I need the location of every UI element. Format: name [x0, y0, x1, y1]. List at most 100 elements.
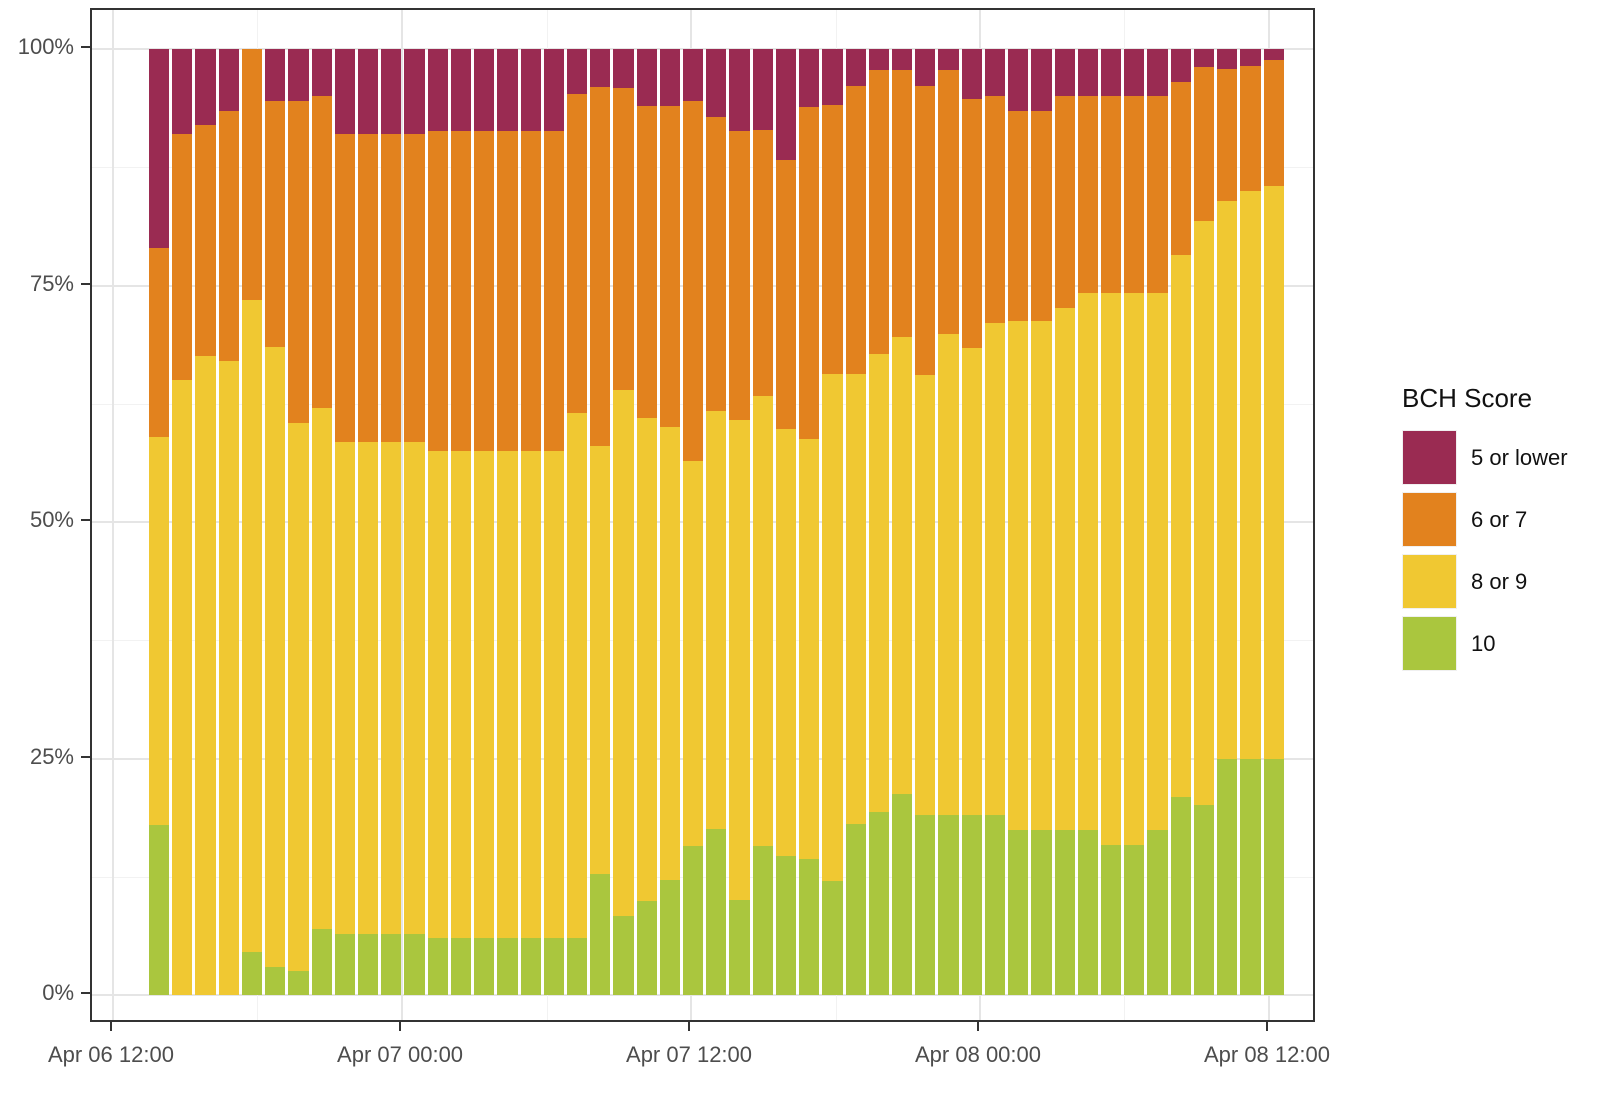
bar-segment-6-or-7 [775, 159, 797, 430]
x-tick-mark [399, 1022, 402, 1031]
bar-segment-10 [334, 933, 355, 995]
bar-segment-8-or-9 [1100, 293, 1122, 845]
bar-segment-8-or-9 [636, 417, 657, 902]
bar [195, 49, 216, 995]
bar-segment-10 [543, 938, 564, 995]
x-tick-mark [977, 1022, 979, 1031]
y-tick-label: 75% [29, 270, 74, 296]
bar-segment-5-or-lower [799, 49, 820, 107]
bar [149, 49, 170, 995]
bar-segment-8-or-9 [1031, 321, 1052, 831]
bar-segment-5-or-lower [543, 49, 564, 132]
bar-segment-10 [799, 858, 820, 995]
bar-segment-5-or-lower [775, 49, 797, 160]
bar-segment-6-or-7 [1217, 68, 1238, 202]
bar [706, 49, 727, 995]
bar [241, 49, 263, 995]
bar-segment-10 [961, 815, 982, 995]
bar [613, 49, 634, 995]
bar-segment-6-or-7 [892, 69, 913, 337]
bar-segment-10 [845, 823, 866, 995]
y-tick-label: 100% [17, 34, 74, 59]
bar-segment-6-or-7 [590, 86, 611, 447]
bar-segment-8-or-9 [938, 333, 959, 816]
bar-segment-5-or-lower [1193, 49, 1215, 67]
bar-segment-6-or-7 [683, 101, 704, 461]
bar-segment-10 [822, 880, 843, 995]
bar-segment-5-or-lower [474, 49, 495, 132]
bar-segment-10 [683, 846, 704, 995]
bar-segment-5-or-lower [218, 49, 239, 111]
bar-segment-5-or-lower [1170, 49, 1191, 83]
bar-segment-8-or-9 [729, 419, 750, 901]
x-tick-mark [1265, 1022, 1268, 1031]
legend-swatch-10 [1402, 616, 1457, 671]
bar-segment-5-or-lower [172, 49, 193, 135]
bar [590, 49, 611, 995]
bar-segment-5-or-lower [357, 49, 379, 135]
bar-segment-8-or-9 [357, 441, 379, 934]
bar-segment-5-or-lower [381, 49, 402, 135]
bar [172, 49, 193, 995]
bar [218, 49, 239, 995]
bar-segment-6-or-7 [915, 85, 936, 376]
bar-segment-8-or-9 [868, 353, 889, 813]
legend-label: 8 or 9 [1471, 568, 1528, 594]
bar [357, 49, 379, 995]
bar-segment-6-or-7 [543, 131, 564, 452]
bar-segment-6-or-7 [961, 99, 982, 348]
bar-segment-5-or-lower [497, 49, 518, 132]
bar-segment-8-or-9 [799, 438, 820, 859]
bar-segment-6-or-7 [729, 131, 750, 420]
gridline-vertical-major [401, 10, 404, 1020]
stacked-bars-area [149, 49, 1284, 995]
x-tick-mark [688, 1022, 691, 1031]
bar-segment-5-or-lower [613, 49, 634, 88]
bar-segment-10 [868, 812, 889, 995]
y-tick-label: 50% [29, 507, 74, 532]
bar-segment-8-or-9 [775, 429, 797, 856]
bar-segment-5-or-lower [590, 49, 611, 87]
bar [868, 49, 889, 995]
bar-segment-6-or-7 [1008, 110, 1029, 322]
x-tick-mark [109, 1022, 112, 1031]
bar [1124, 49, 1145, 995]
bar-segment-10 [311, 928, 332, 995]
bar [427, 49, 448, 995]
bar-segment-8-or-9 [543, 451, 564, 939]
gridline-vertical-major [111, 10, 114, 1020]
bar [1263, 49, 1284, 995]
bar-segment-5-or-lower [1240, 49, 1261, 67]
bar-segment-8-or-9 [450, 451, 472, 939]
x-tick-label: Apr 08 12:00 [1203, 1042, 1330, 1067]
bar-segment-10 [775, 855, 797, 995]
legend-swatch-6-or-7 [1402, 492, 1457, 547]
bar-segment-5-or-lower [915, 49, 936, 86]
bar-segment-8-or-9 [195, 356, 216, 995]
bar-segment-6-or-7 [845, 85, 866, 374]
bar-segment-8-or-9 [288, 422, 309, 972]
bar-segment-6-or-7 [659, 105, 681, 428]
bar-segment-5-or-lower [1147, 49, 1168, 97]
bar [799, 49, 820, 995]
bar-segment-6-or-7 [172, 134, 193, 381]
bar-segment-8-or-9 [241, 299, 263, 953]
bar-segment-10 [1263, 758, 1284, 995]
bar-segment-8-or-9 [1193, 221, 1215, 805]
bar-segment-10 [636, 901, 657, 995]
legend-title: BCH Score [1402, 383, 1533, 413]
legend-entry: 5 or lower [1402, 430, 1568, 485]
bar-segment-5-or-lower [1100, 49, 1122, 97]
bar-segment-10 [241, 952, 263, 995]
bar-segment-8-or-9 [149, 436, 170, 825]
bar-segment-5-or-lower [1124, 49, 1145, 97]
bar [1217, 49, 1238, 995]
bar-segment-6-or-7 [241, 49, 263, 300]
bar-segment-6-or-7 [149, 247, 170, 437]
bar-segment-6-or-7 [195, 124, 216, 357]
bar-segment-5-or-lower [1077, 49, 1098, 97]
bar [404, 49, 425, 995]
bar [1054, 49, 1075, 995]
bar-segment-5-or-lower [845, 49, 866, 86]
